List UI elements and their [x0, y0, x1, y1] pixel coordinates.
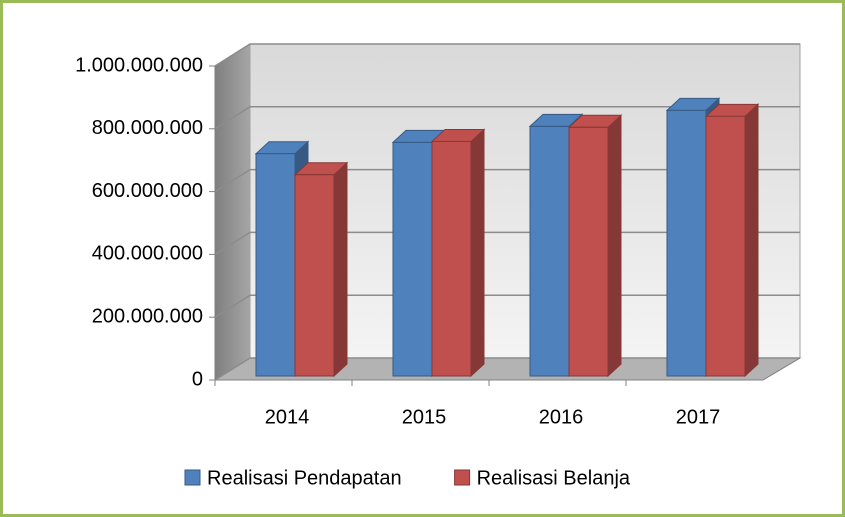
bar-front — [255, 153, 296, 377]
legend: Realisasi Pendapatan Realisasi Belanja — [184, 467, 631, 489]
legend-swatch — [454, 469, 471, 486]
x-tick-label: 2017 — [676, 406, 721, 428]
side-wall — [214, 43, 251, 381]
floor-edge — [762, 357, 801, 381]
x-tick-label: 2015 — [402, 406, 447, 428]
labels: 0 200.000.000 400.000.000 600.000.000 800.00… — [75, 54, 720, 428]
grid-line — [214, 43, 800, 67]
y-tick-label: 800.000.000 — [92, 117, 203, 139]
y-tick-label: 400.000.000 — [92, 243, 203, 265]
legend-label: Realisasi Belanja — [477, 467, 631, 489]
bar-front — [705, 115, 746, 377]
bar-front — [529, 125, 570, 377]
bar-front — [294, 174, 335, 377]
bar — [430, 128, 486, 378]
bar-side — [607, 114, 622, 378]
legend-swatch — [184, 469, 201, 486]
bar-front — [392, 141, 433, 377]
bar — [704, 103, 760, 378]
legend-label: Realisasi Pendapatan — [207, 467, 402, 489]
y-tick-label: 600.000.000 — [92, 180, 203, 202]
bar-front — [568, 126, 609, 377]
x-tick-label: 2014 — [265, 406, 310, 428]
bar-front — [431, 140, 472, 377]
bar-side — [333, 161, 348, 378]
bar — [567, 114, 623, 378]
grid-line — [214, 106, 800, 130]
y-tick-label: 200.000.000 — [92, 305, 203, 327]
bars — [254, 97, 760, 378]
bar-side — [744, 103, 759, 378]
y-tick-label: 0 — [192, 368, 203, 390]
y-tick-label: 1.000.000.000 — [75, 54, 203, 76]
bar-front — [666, 109, 707, 377]
bar — [293, 161, 349, 378]
bar-side — [470, 128, 485, 378]
x-tick-label: 2016 — [539, 406, 584, 428]
